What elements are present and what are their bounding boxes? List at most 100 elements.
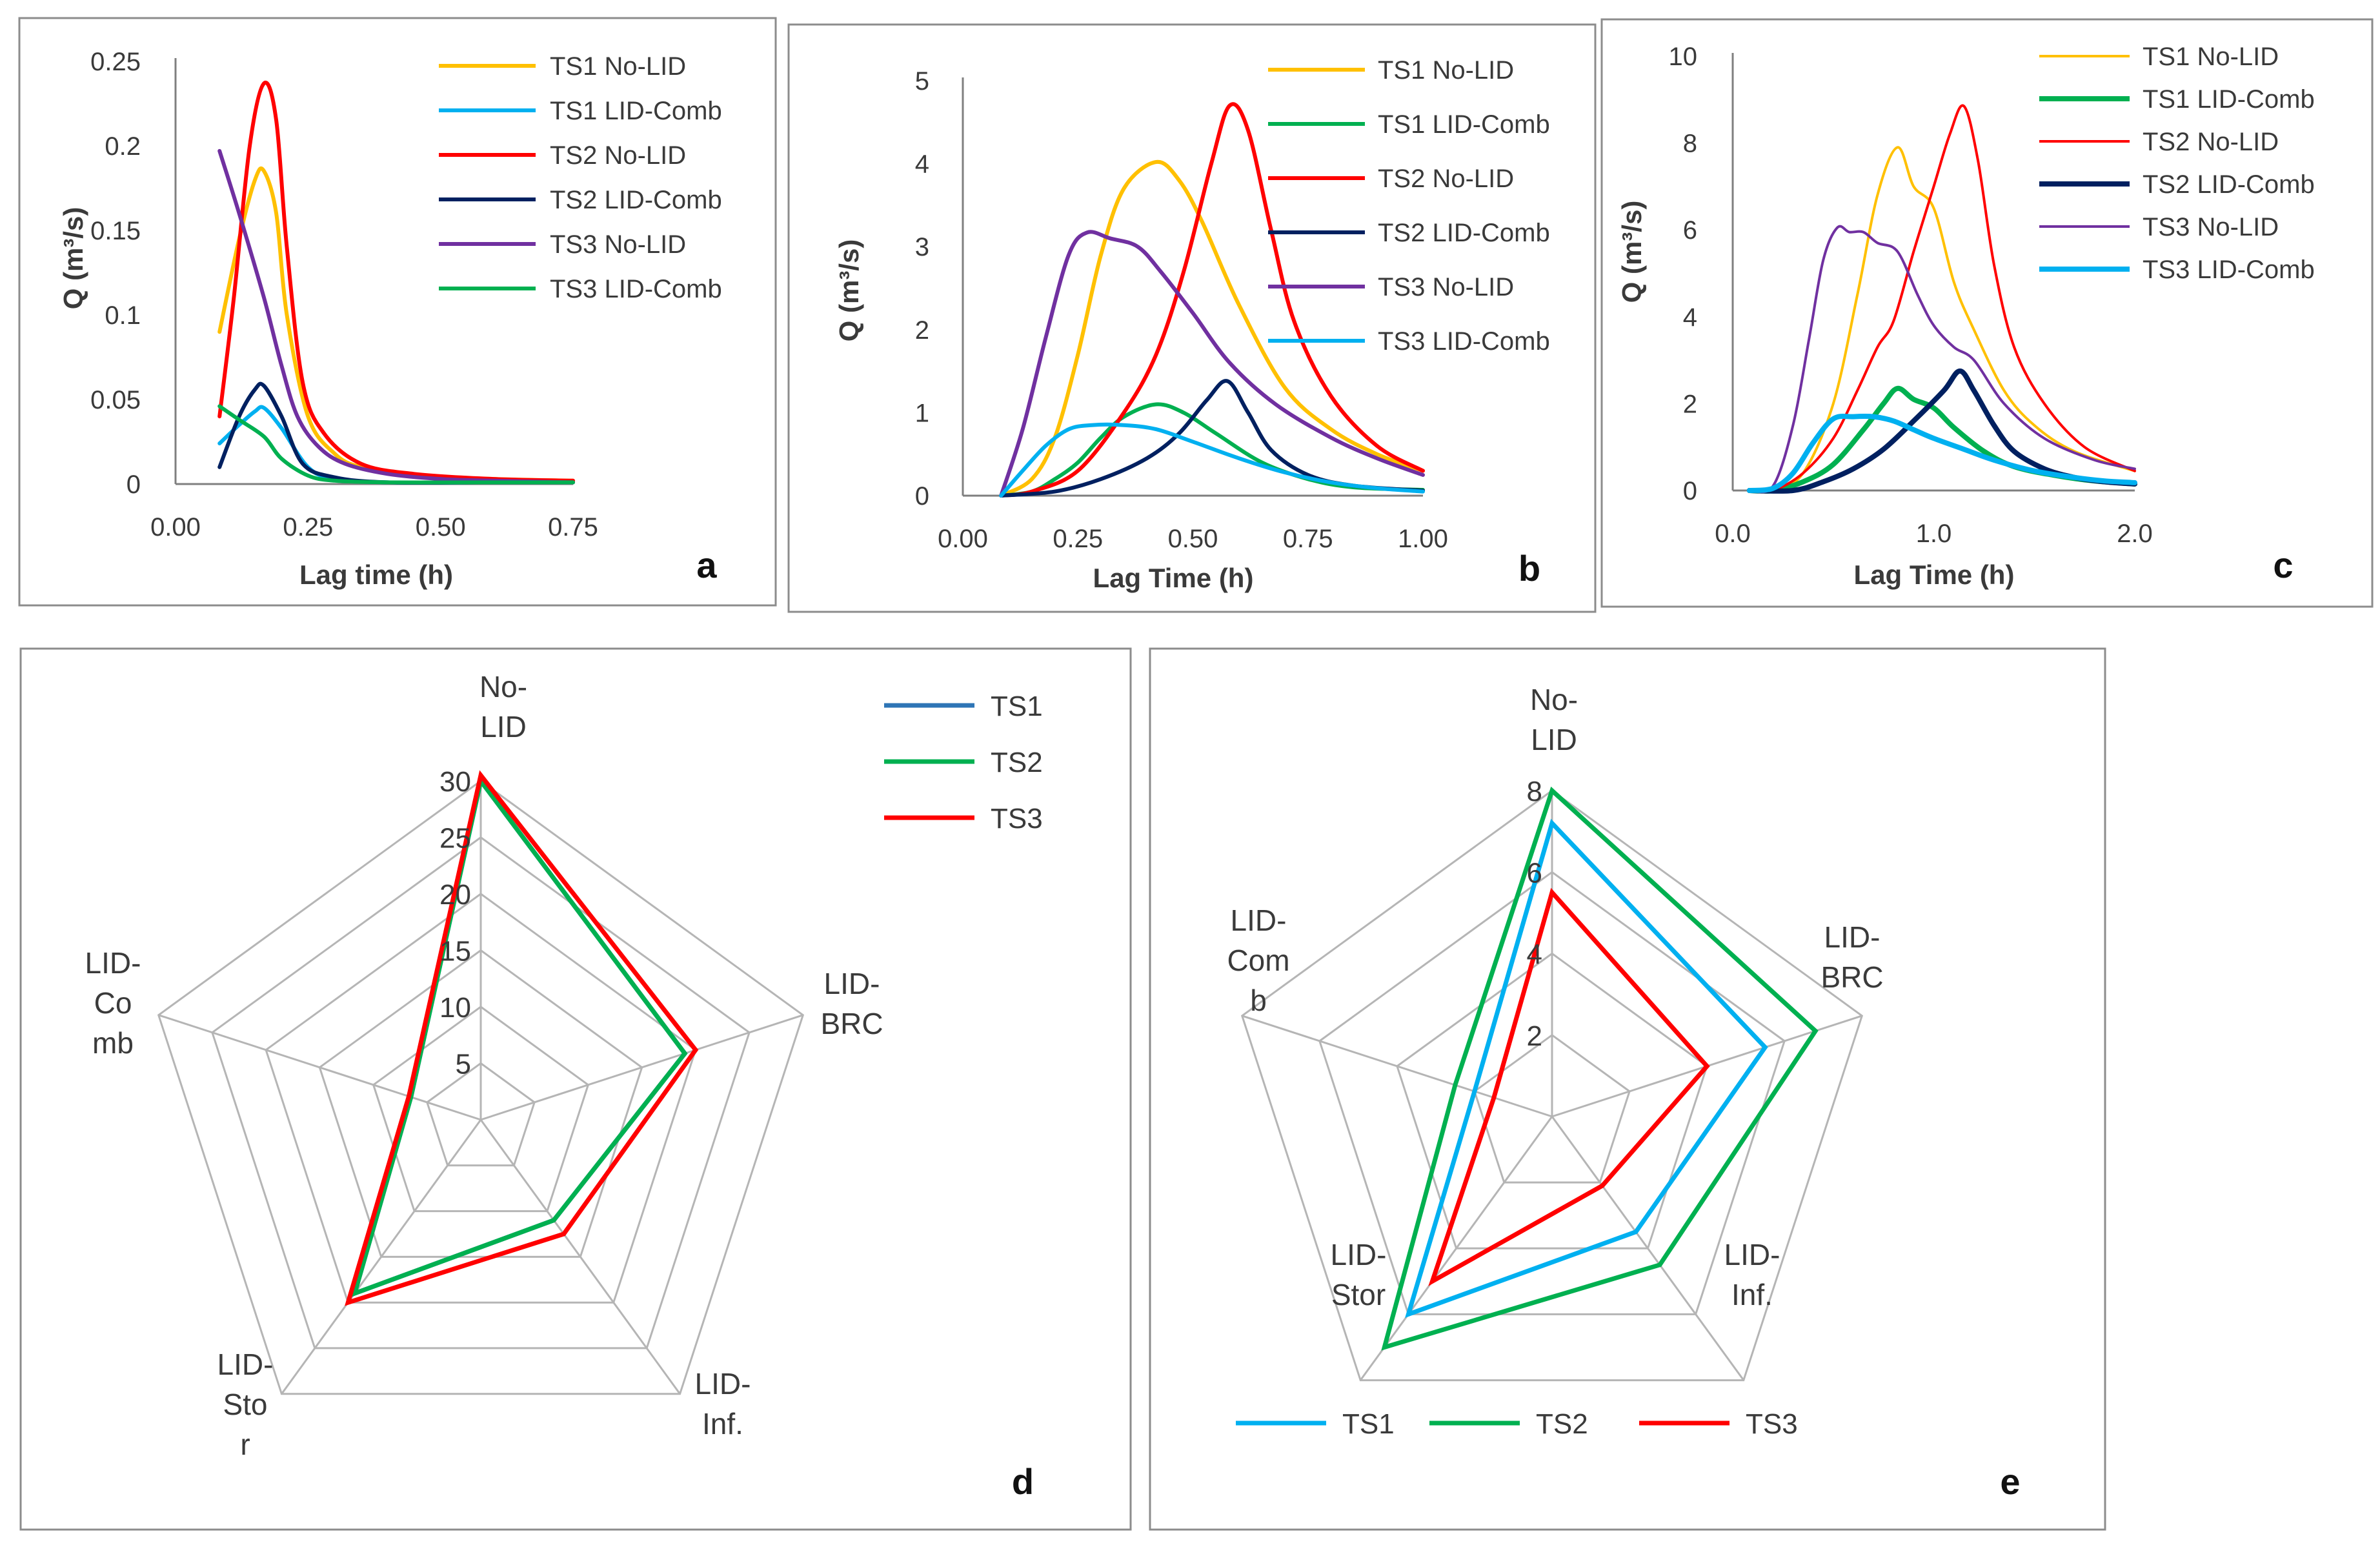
radar-spoke bbox=[1242, 1015, 1553, 1118]
x-tick-label: 0.25 bbox=[283, 513, 333, 541]
series-line bbox=[999, 102, 1425, 498]
x-tick-label: 0.50 bbox=[1168, 525, 1218, 553]
radar-axis-label: Co bbox=[94, 986, 132, 1020]
series-line bbox=[999, 230, 1425, 498]
radar-tick-label: 25 bbox=[439, 823, 471, 854]
radar-tick-label: 8 bbox=[1527, 776, 1542, 807]
x-tick-label: 0.00 bbox=[150, 513, 201, 541]
radar-series-polygon bbox=[1381, 786, 1819, 1351]
y-axis-title: Q (m³/s) bbox=[58, 207, 88, 310]
radar-axis-label: No- bbox=[1530, 683, 1578, 716]
y-tick-label: 0.1 bbox=[105, 301, 141, 330]
radar-axis-label: LID- bbox=[217, 1348, 274, 1381]
panel-a-frame bbox=[18, 17, 777, 607]
radar-axis-label: b bbox=[1250, 984, 1267, 1017]
panel-label: b bbox=[1518, 548, 1540, 589]
radar-chart-e: 2 4 6 8 No- LID LID- BRC LID- Inf. LID- Stor LID- Com… bbox=[1227, 683, 2020, 1502]
radar-axis-label: Stor bbox=[1331, 1278, 1386, 1311]
line-chart-a: 0 0.05 0.1 0.15 0.2 0.25 0.00 0.25 0.50 0.75 Lag t… bbox=[58, 48, 722, 590]
x-tick-label: 0.75 bbox=[548, 513, 598, 541]
radar-axis-label: LID- bbox=[1331, 1238, 1387, 1271]
radar-tick-label: 20 bbox=[439, 879, 471, 911]
x-tick-label: 0.50 bbox=[416, 513, 466, 541]
radar-axis-label: BRC bbox=[1820, 960, 1883, 994]
y-tick-label: 0.2 bbox=[105, 132, 141, 161]
panel-label: d bbox=[1012, 1461, 1034, 1502]
radar-axis-label: Inf. bbox=[1731, 1278, 1773, 1311]
y-tick-label: 1 bbox=[915, 399, 929, 427]
y-tick-label: 0 bbox=[126, 470, 141, 499]
y-tick-label: 0.25 bbox=[90, 48, 141, 76]
radar-grid-ring bbox=[372, 1006, 590, 1213]
series-line bbox=[1748, 104, 2136, 493]
radar-axis-label: LID- bbox=[1824, 920, 1881, 954]
radar-chart-d: 5 10 15 20 25 30 No- LID LID- BRC LID- Inf. LID- Sto r… bbox=[85, 670, 1043, 1502]
radar-axis-label: LID bbox=[1531, 723, 1577, 756]
legend-label: TS2 bbox=[991, 747, 1043, 778]
panel-label: a bbox=[696, 545, 717, 585]
radar-grid-ring bbox=[157, 780, 805, 1395]
panel-c-frame bbox=[1600, 18, 2374, 608]
radar-axis-label: BRC bbox=[820, 1007, 883, 1040]
y-tick-label: 0 bbox=[1683, 477, 1697, 505]
radar-series-polygon bbox=[1428, 887, 1710, 1286]
radar-axis-label: r bbox=[240, 1428, 250, 1461]
panel-label: c bbox=[2273, 545, 2293, 585]
radar-grid-ring bbox=[1396, 952, 1708, 1249]
radar-grid-ring bbox=[211, 836, 751, 1350]
series-line bbox=[217, 404, 575, 485]
legend-label: TS1 No-LID bbox=[1378, 56, 1514, 85]
legend-label: TS3 bbox=[1746, 1408, 1798, 1440]
radar-axis-label: LID- bbox=[1231, 904, 1287, 937]
y-tick-label: 0.05 bbox=[90, 386, 141, 414]
y-tick-label: 2 bbox=[1683, 390, 1697, 418]
legend-label: TS2 LID-Comb bbox=[550, 186, 722, 214]
series-line bbox=[999, 422, 1425, 498]
radar-grid-ring bbox=[1318, 871, 1786, 1315]
legend-label: TS1 LID-Comb bbox=[550, 97, 722, 125]
legend-label: TS1 bbox=[991, 691, 1043, 722]
panel-b-frame bbox=[787, 23, 1597, 613]
radar-spoke bbox=[480, 1014, 803, 1121]
radar-grid-ring bbox=[1240, 789, 1864, 1382]
legend-label: TS1 bbox=[1342, 1408, 1395, 1440]
series-line bbox=[1746, 413, 2137, 493]
radar-axis-label: LID bbox=[480, 710, 527, 743]
legend-label: TS1 LID-Comb bbox=[1378, 110, 1550, 139]
y-axis-title: Q (m³/s) bbox=[1617, 201, 1647, 303]
legend-label: TS2 LID-Comb bbox=[1378, 219, 1550, 247]
legend-label: TS3 LID-Comb bbox=[1378, 327, 1550, 356]
radar-tick-label: 2 bbox=[1527, 1020, 1542, 1052]
y-tick-label: 8 bbox=[1683, 130, 1697, 158]
legend-label: TS3 No-LID bbox=[550, 230, 686, 259]
x-tick-label: 0.75 bbox=[1283, 525, 1333, 553]
legend-label: TS3 LID-Comb bbox=[2143, 256, 2315, 284]
y-tick-label: 0.15 bbox=[90, 217, 141, 245]
legend-label: TS2 bbox=[1536, 1408, 1588, 1440]
radar-spoke bbox=[158, 1014, 481, 1121]
radar-grid-ring bbox=[1473, 1033, 1631, 1184]
legend-label: TS2 No-LID bbox=[2143, 128, 2279, 156]
x-tick-label: 0.00 bbox=[938, 525, 988, 553]
radar-axis-label: Inf. bbox=[702, 1407, 743, 1441]
radar-axis-label: LID- bbox=[695, 1367, 751, 1400]
legend-label: TS3 LID-Comb bbox=[550, 275, 722, 303]
line-chart-c: 0 2 4 6 8 10 0.0 1.0 2.0 Lag Time (h) Q (m³/s) TS1 … bbox=[1617, 43, 2315, 590]
legend-label: TS2 No-LID bbox=[1378, 165, 1514, 193]
radar-axis-label: Sto bbox=[223, 1388, 267, 1421]
radar-axis-label: Com bbox=[1227, 944, 1289, 977]
legend-label: TS2 LID-Comb bbox=[2143, 170, 2315, 199]
radar-grid-ring bbox=[426, 1062, 536, 1167]
x-axis-title: Lag Time (h) bbox=[1854, 560, 2015, 590]
x-tick-label: 1.00 bbox=[1398, 525, 1448, 553]
x-tick-label: 0.25 bbox=[1053, 525, 1103, 553]
y-tick-label: 0 bbox=[915, 482, 929, 511]
radar-tick-label: 10 bbox=[439, 992, 471, 1024]
series-line bbox=[217, 80, 575, 483]
panel-label: e bbox=[2000, 1461, 2020, 1502]
y-tick-label: 2 bbox=[915, 316, 929, 345]
y-tick-label: 5 bbox=[915, 67, 929, 96]
radar-tick-label: 4 bbox=[1527, 939, 1542, 971]
legend-label: TS1 No-LID bbox=[550, 52, 686, 81]
